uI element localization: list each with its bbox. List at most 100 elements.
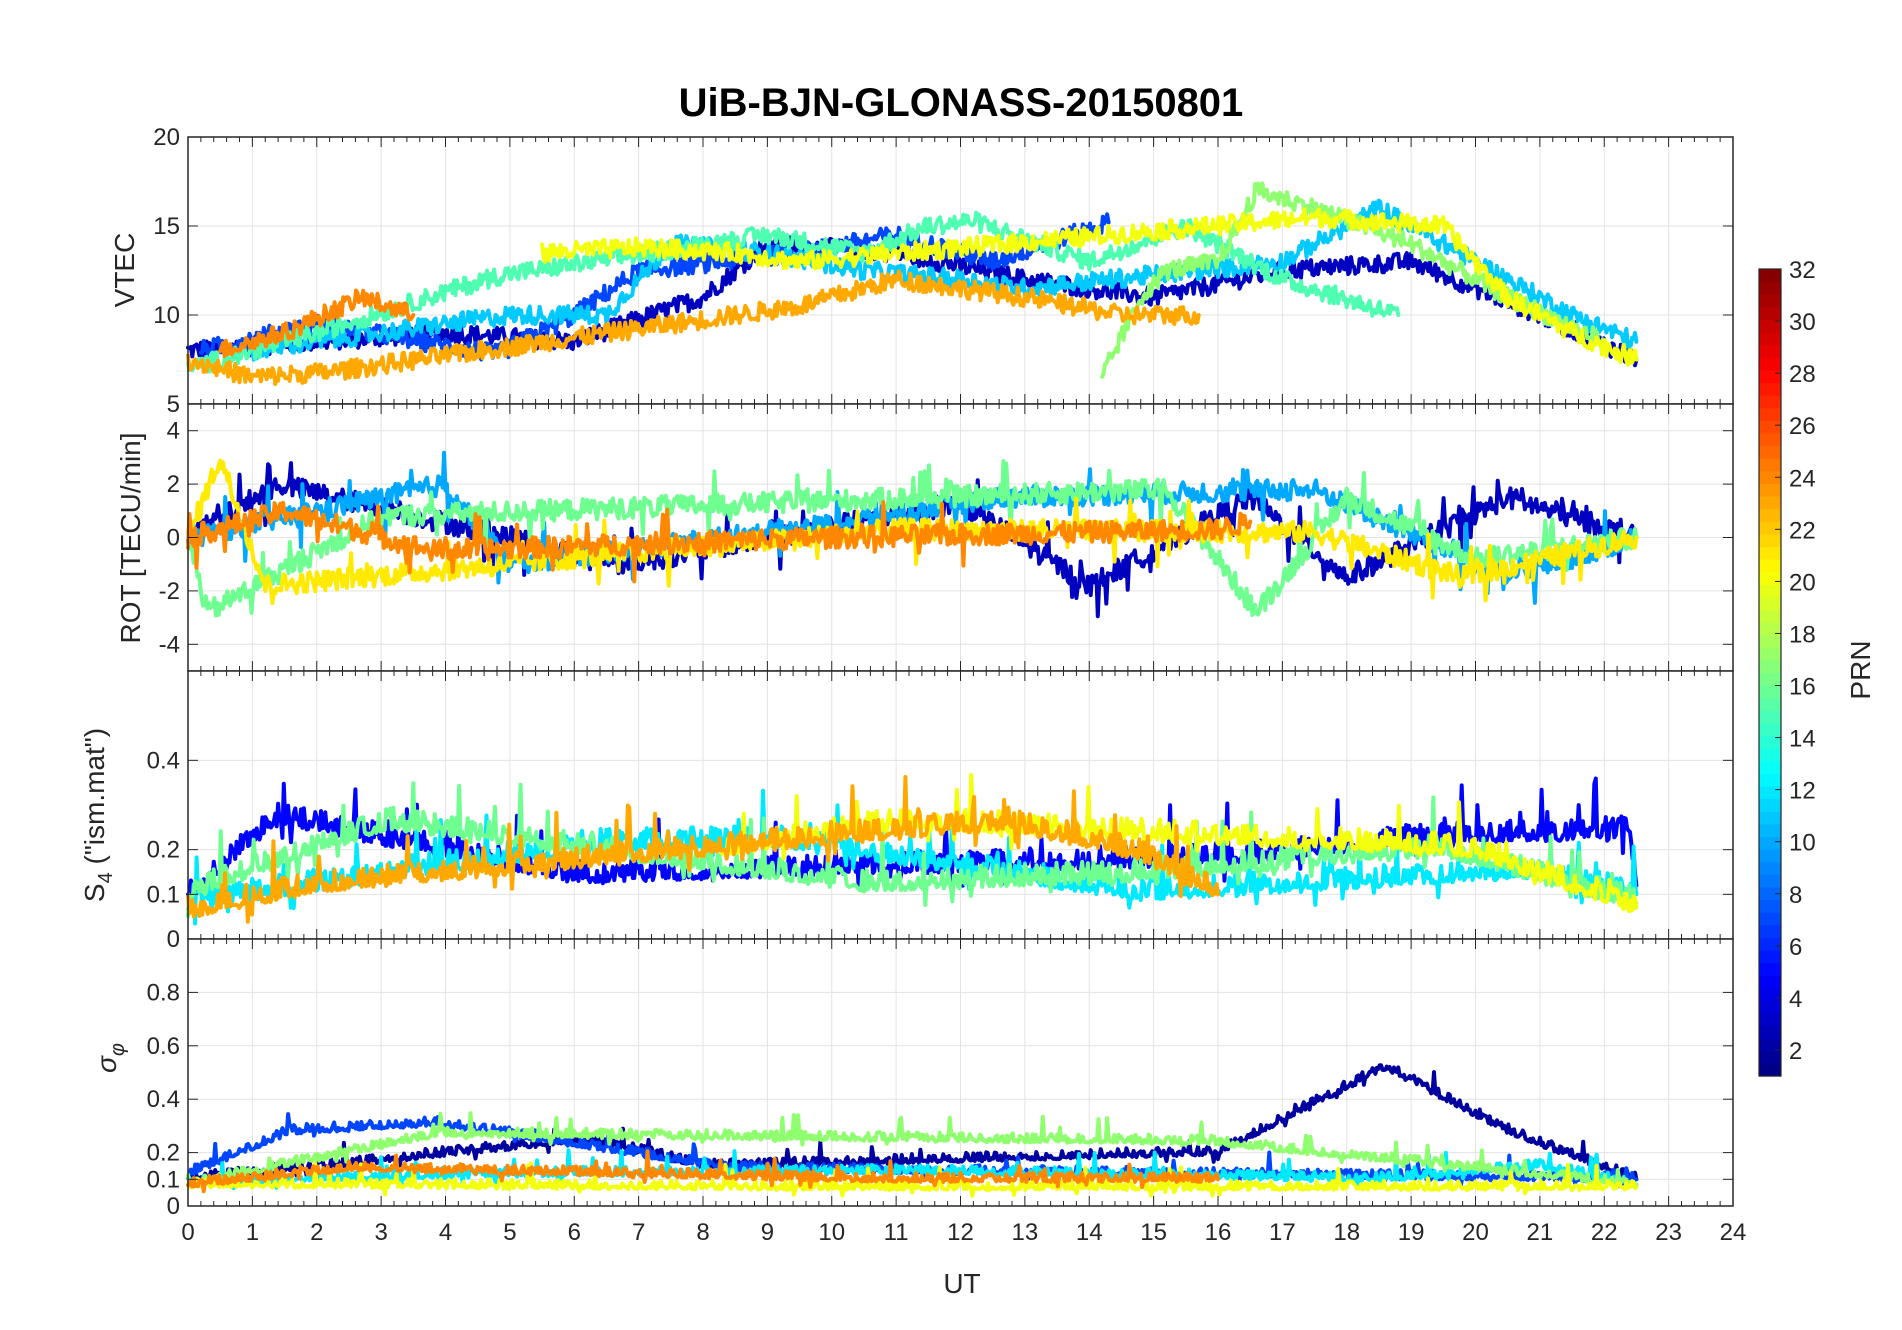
colorbar-segment — [1759, 508, 1781, 522]
y-tick-label: 0 — [167, 1193, 180, 1220]
colorbar-tick-label: 14 — [1789, 726, 1816, 753]
x-tick-label: 24 — [1720, 1219, 1747, 1246]
colorbar-segment — [1759, 546, 1781, 560]
x-tick-label: 17 — [1269, 1219, 1296, 1246]
chart-title: UiB-BJN-GLONASS-20150801 — [679, 81, 1244, 125]
x-tick-label: 5 — [503, 1219, 516, 1246]
sigma-phi-panel: σφ 00.10.20.40.60.80 1 2 3 4 5 6 7 8 9 10 11 12 13 14 1… — [91, 938, 1747, 1246]
colorbar-tick-label: 28 — [1789, 361, 1816, 388]
colorbar-segment — [1759, 697, 1781, 711]
x-tick-label: 20 — [1462, 1219, 1489, 1246]
colorbar-segment — [1759, 874, 1781, 888]
colorbar-segment — [1759, 319, 1781, 333]
prn-24-trace — [186, 1149, 1220, 1194]
x-tick-label: 9 — [761, 1219, 774, 1246]
y-tick-label: 0.1 — [147, 1166, 180, 1193]
prn-12-trace — [186, 788, 1639, 926]
prn-20-trace — [186, 1161, 1639, 1198]
colorbar-segment — [1759, 1000, 1781, 1014]
colorbar-segment — [1759, 785, 1781, 800]
x-tick-label: 14 — [1076, 1219, 1103, 1246]
colorbar-tick-label: 10 — [1789, 830, 1816, 857]
colorbar-segment — [1759, 1050, 1781, 1064]
colorbar-segment — [1759, 294, 1781, 308]
colorbar-segment — [1759, 306, 1781, 321]
colorbar-label: PRN — [1845, 640, 1876, 699]
prn-23-trace — [186, 269, 1201, 386]
prn-20-trace — [720, 772, 1639, 914]
colorbar-segment — [1759, 811, 1781, 825]
vtec-panel: VTEC 5 10 15 20 — [109, 124, 1734, 418]
colorbar-tick-label: 12 — [1789, 778, 1816, 805]
colorbar-tick-label: 26 — [1789, 413, 1816, 440]
colorbar-segment — [1759, 495, 1781, 510]
colorbar-segment — [1759, 962, 1781, 976]
y-tick-label: 4 — [167, 418, 180, 445]
y-tick-label: 10 — [153, 302, 180, 329]
y-tick-label: 0 — [167, 926, 180, 953]
colorbar-segment — [1759, 798, 1781, 812]
colorbar-segment — [1759, 659, 1781, 674]
colorbar-tick-label: 4 — [1789, 986, 1802, 1013]
rot-ylabel: ROT [TECU/min] — [115, 432, 146, 643]
colorbar-segment — [1759, 886, 1781, 901]
x-tick-label: 11 — [884, 1219, 909, 1246]
colorbar-segment — [1759, 357, 1781, 371]
y-tick-label: 0 — [167, 525, 180, 552]
colorbar-segment — [1759, 823, 1781, 838]
y-tick-label: 0.4 — [147, 1086, 180, 1113]
colorbar-segment — [1759, 647, 1781, 661]
colorbar-segment — [1759, 420, 1781, 434]
colorbar-segment — [1759, 596, 1781, 611]
colorbar-segment — [1759, 1012, 1781, 1027]
x-tick-label: 13 — [1012, 1219, 1039, 1246]
y-tick-label: 0.4 — [147, 747, 180, 774]
colorbar-segment — [1759, 521, 1781, 535]
colorbar-segment — [1759, 861, 1781, 875]
colorbar-segment — [1759, 281, 1781, 295]
x-tick-label: 7 — [632, 1219, 645, 1246]
x-tick-label: 6 — [568, 1219, 581, 1246]
x-tick-label: 10 — [818, 1219, 845, 1246]
colorbar-segment — [1759, 773, 1781, 787]
colorbar-segment — [1759, 949, 1781, 964]
colorbar-segment — [1759, 559, 1781, 573]
x-tick-label: 16 — [1205, 1219, 1232, 1246]
colorbar-segment — [1759, 458, 1781, 472]
colorbar-segment — [1759, 937, 1781, 951]
x-tick-label: 18 — [1333, 1219, 1360, 1246]
colorbar-segment — [1759, 1063, 1781, 1077]
y-tick-label: 2 — [167, 471, 180, 498]
colorbar-segment — [1759, 722, 1781, 737]
x-tick-label: 3 — [374, 1219, 387, 1246]
colorbar-segment — [1759, 269, 1781, 283]
x-tick-label: 8 — [696, 1219, 709, 1246]
x-tick-label: 15 — [1140, 1219, 1167, 1246]
colorbar-segment — [1759, 849, 1781, 863]
colorbar-segment — [1759, 432, 1781, 447]
colorbar-tick-label: 24 — [1789, 465, 1816, 492]
colorbar-segment — [1759, 584, 1781, 598]
colorbar-tick-label: 22 — [1789, 517, 1816, 544]
x-tick-label: 22 — [1591, 1219, 1618, 1246]
colorbar-segment — [1759, 735, 1781, 749]
x-tick-label: 2 — [310, 1219, 323, 1246]
y-tick-label: -2 — [159, 578, 180, 605]
colorbar-segment — [1759, 622, 1781, 636]
prn-16-trace — [186, 781, 1639, 919]
y-tick-label: 15 — [153, 213, 180, 240]
colorbar-segment — [1759, 836, 1781, 850]
rot-panel: ROT [TECU/min] -4 -2 0 2 4 — [115, 403, 1734, 672]
colorbar-segment — [1759, 760, 1781, 774]
colorbar-segment — [1759, 987, 1781, 1001]
s4-ylabel: S4 ("ism.mat") — [79, 728, 117, 902]
x-tick-label: 1 — [246, 1219, 259, 1246]
colorbar-tick-label: 32 — [1789, 257, 1816, 284]
colorbar-frame — [1758, 268, 1782, 1077]
y-tick-label: 0.8 — [147, 979, 180, 1006]
colorbar-segment — [1759, 407, 1781, 421]
colorbar-tick-label: 8 — [1789, 882, 1802, 909]
colorbar-segment — [1759, 344, 1781, 358]
prn-17-trace — [186, 1111, 1639, 1190]
